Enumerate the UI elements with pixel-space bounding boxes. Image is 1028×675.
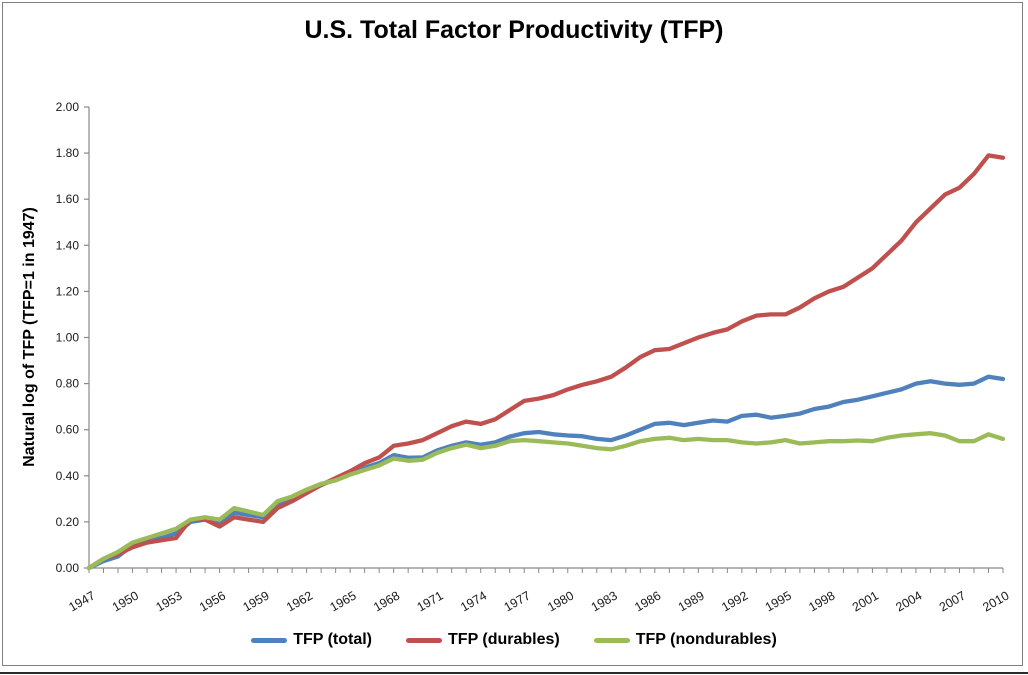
x-tick-label: 1959 xyxy=(241,588,272,614)
y-tick-label: 2.00 xyxy=(56,100,80,114)
legend-label: TFP (durables) xyxy=(448,631,560,648)
y-tick-label: 0.80 xyxy=(56,377,80,391)
x-tick-label: 1956 xyxy=(197,588,228,614)
y-tick-label: 1.00 xyxy=(56,331,80,345)
x-tick-label: 2004 xyxy=(893,588,924,614)
y-tick-label: 0.60 xyxy=(56,423,80,437)
x-tick-label: 1989 xyxy=(676,588,707,614)
x-tick-label: 1977 xyxy=(502,588,533,614)
y-tick-label: 1.20 xyxy=(56,284,80,298)
series-line-tfp-nondurables xyxy=(86,431,1006,571)
window-bottom-edge xyxy=(0,672,1028,674)
x-tick-label: 2010 xyxy=(980,588,1011,614)
x-tick-label: 1947 xyxy=(66,588,97,614)
legend-item: TFP (nondurables) xyxy=(593,631,777,649)
x-tick-label: 1974 xyxy=(458,588,489,614)
x-tick-label: 1992 xyxy=(719,588,750,614)
x-tick-label: 1962 xyxy=(284,588,315,614)
chart-title: U.S. Total Factor Productivity (TFP) xyxy=(304,16,724,44)
y-tick-label: 0.40 xyxy=(56,469,80,483)
legend-item: TFP (durables) xyxy=(406,631,560,649)
series-line-tfp-durables xyxy=(86,153,1006,571)
series-line-tfp-total xyxy=(86,374,1006,571)
y-tick-label: 1.60 xyxy=(56,192,80,206)
y-tick-label: 0.20 xyxy=(56,515,80,529)
legend-label: TFP (total) xyxy=(293,631,373,648)
x-tick-label: 1965 xyxy=(328,588,359,614)
x-tick-label: 1998 xyxy=(806,588,837,614)
x-tick-label: 1971 xyxy=(415,588,446,614)
legend-item: TFP (total) xyxy=(251,631,372,649)
x-tick-label: 1980 xyxy=(545,588,576,614)
x-tick-label: 1953 xyxy=(153,588,184,614)
x-tick-label: 1983 xyxy=(589,588,620,614)
y-tick-label: 0.00 xyxy=(56,561,80,575)
y-tick-label: 1.80 xyxy=(56,146,80,160)
legend-label: TFP (nondurables) xyxy=(635,631,777,648)
x-tick-label: 1950 xyxy=(110,588,141,614)
x-tick-label: 2007 xyxy=(937,588,968,614)
x-tick-label: 1986 xyxy=(632,588,663,614)
legend-line-swatch xyxy=(251,637,288,643)
legend-line-swatch xyxy=(593,637,630,643)
x-tick-label: 1995 xyxy=(763,588,794,614)
x-tick-label: 2001 xyxy=(850,588,881,614)
legend: TFP (total) TFP (durables) TFP (nondurable… xyxy=(0,631,1028,649)
y-tick-label: 1.40 xyxy=(56,238,80,252)
x-tick-label: 1968 xyxy=(371,588,402,614)
chart-frame-border xyxy=(2,2,1023,666)
legend-line-swatch xyxy=(406,637,443,643)
